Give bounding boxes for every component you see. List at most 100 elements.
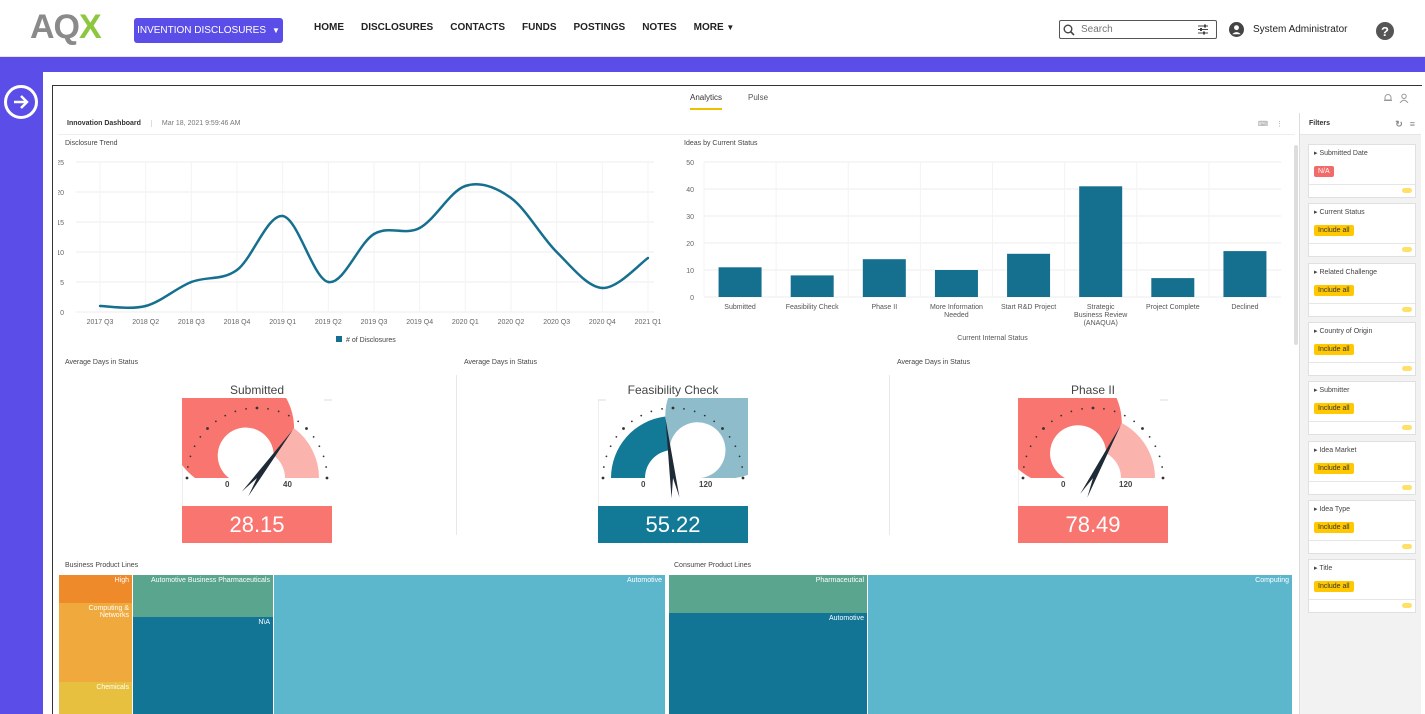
tab-analytics[interactable]: Analytics bbox=[690, 93, 723, 110]
tm-computing-networks[interactable]: Computing & Networks bbox=[59, 603, 132, 682]
refresh-icon[interactable]: ↻ bbox=[1395, 119, 1403, 129]
nav-more[interactable]: MORE ▼ bbox=[694, 22, 735, 33]
filter-chip[interactable]: N/A bbox=[1314, 166, 1334, 177]
tm-high[interactable]: High bbox=[59, 575, 132, 603]
dashboard-header: Innovation Dashboard Mar 18, 2021 9:59:4… bbox=[58, 113, 1295, 135]
tm-automotive[interactable]: Automotive bbox=[273, 575, 665, 714]
filter-card[interactable]: ▸ Submitter Include all bbox=[1308, 381, 1416, 436]
filter-toggle[interactable] bbox=[1402, 484, 1412, 490]
data-point bbox=[601, 286, 604, 290]
gauge-dial bbox=[182, 398, 332, 508]
nav-contacts[interactable]: CONTACTS bbox=[450, 22, 506, 33]
y-tick-label: 5 bbox=[60, 280, 64, 287]
x-tick-label: 2020 Q2 bbox=[498, 319, 525, 326]
x-tick-label: 2020 Q3 bbox=[543, 319, 570, 326]
filter-label[interactable]: ▸ Idea Market bbox=[1314, 446, 1357, 454]
gauge-tick bbox=[741, 476, 745, 480]
person-icon[interactable] bbox=[1399, 93, 1409, 103]
help-icon[interactable]: ? bbox=[1376, 22, 1394, 40]
filter-chip[interactable]: Include all bbox=[1314, 403, 1354, 415]
filter-label[interactable]: ▸ Submitter bbox=[1314, 387, 1350, 395]
data-point bbox=[235, 268, 239, 272]
tm-na[interactable]: N\A bbox=[132, 617, 273, 714]
tm-chemicals[interactable]: Chemicals bbox=[59, 682, 132, 714]
search-icon[interactable] bbox=[1063, 24, 1075, 36]
filter-label[interactable]: ▸ Current Status bbox=[1314, 209, 1365, 217]
app-selector-label: INVENTION DISCLOSURES bbox=[137, 25, 266, 36]
gauge-tick bbox=[713, 420, 716, 423]
filter-toggle[interactable] bbox=[1402, 247, 1412, 253]
tm-computing[interactable]: Computing bbox=[867, 575, 1292, 714]
nav-notes[interactable]: NOTES bbox=[642, 22, 677, 33]
filter-label[interactable]: ▸ Related Challenge bbox=[1314, 268, 1378, 276]
app-selector-button[interactable]: INVENTION DISCLOSURES ▼ bbox=[134, 18, 283, 43]
keyboard-icon[interactable]: ⌨ bbox=[1257, 121, 1268, 128]
filter-chip[interactable]: Include all bbox=[1314, 581, 1354, 593]
filter-card[interactable]: ▸ Idea Market Include all bbox=[1308, 440, 1416, 495]
filter-card[interactable]: ▸ Related Challenge Include all bbox=[1308, 262, 1416, 317]
filter-label[interactable]: ▸ Idea Type bbox=[1314, 505, 1351, 513]
dashboard-date: Mar 18, 2021 9:59:46 AM bbox=[161, 120, 241, 127]
nav-postings[interactable]: POSTINGS bbox=[573, 22, 626, 33]
x-tick-label: 2021 Q1 bbox=[635, 319, 662, 326]
user-avatar-icon bbox=[1229, 22, 1244, 37]
nav-home[interactable]: HOME bbox=[314, 22, 344, 33]
gauge-tick bbox=[1161, 466, 1164, 468]
gauge-min: 0 bbox=[641, 480, 646, 489]
gauge-phase-ii: Phase II 0 120 78.49 bbox=[1018, 383, 1168, 553]
divider bbox=[1309, 302, 1415, 304]
filter-chip[interactable]: Include all bbox=[1314, 462, 1354, 474]
bell-icon[interactable] bbox=[1383, 93, 1393, 103]
gauge-tick bbox=[267, 407, 269, 410]
gauge-dial bbox=[598, 398, 748, 508]
x-tick-label: Strategic bbox=[1087, 304, 1115, 311]
filter-label[interactable]: ▸ Title bbox=[1314, 565, 1333, 573]
filter-toggle[interactable] bbox=[1402, 365, 1412, 371]
tm-consumer-automotive[interactable]: Automotive bbox=[669, 613, 867, 714]
filter-chip[interactable]: Include all bbox=[1314, 343, 1354, 355]
gauge-tick bbox=[622, 427, 625, 430]
filter-card[interactable]: ▸ Submitted Date N/A bbox=[1308, 144, 1416, 198]
bar bbox=[1079, 186, 1123, 297]
filter-card[interactable]: ▸ Country of Origin Include all bbox=[1308, 321, 1416, 376]
filter-toggle[interactable] bbox=[1402, 543, 1412, 549]
gauge-tick bbox=[1113, 410, 1116, 413]
filter-card[interactable]: ▸ Idea Type Include all bbox=[1308, 499, 1416, 554]
avg-days-title-3: Average Days in Status bbox=[897, 359, 971, 366]
tab-pulse[interactable]: Pulse bbox=[748, 93, 769, 102]
filter-sliders-icon[interactable] bbox=[1197, 24, 1209, 35]
tm-automotive-business-pharma[interactable]: Automotive Business Pharmaceuticals bbox=[132, 575, 273, 617]
filter-card[interactable]: ▸ Current Status Include all bbox=[1308, 203, 1416, 258]
filter-toggle[interactable] bbox=[1402, 306, 1412, 312]
tm-pharmaceutical[interactable]: Pharmaceutical bbox=[669, 575, 867, 613]
filter-toggle[interactable] bbox=[1402, 188, 1412, 193]
gauge-value: 55.22 bbox=[598, 506, 748, 543]
filter-chip[interactable]: Include all bbox=[1314, 225, 1354, 237]
filter-toggle[interactable] bbox=[1402, 603, 1412, 609]
filter-toggle[interactable] bbox=[1402, 425, 1412, 431]
search-input[interactable] bbox=[1081, 24, 1193, 35]
gauge-tick bbox=[234, 410, 237, 413]
x-tick-label: More Information bbox=[930, 304, 983, 311]
aqx-logo[interactable]: AQX bbox=[30, 8, 102, 46]
user-menu[interactable]: System Administrator bbox=[1229, 22, 1347, 37]
more-vertical-icon[interactable]: ⋮ bbox=[1276, 121, 1283, 128]
bar bbox=[718, 267, 762, 297]
nav-funds[interactable]: FUNDS bbox=[522, 22, 557, 33]
gauge-tick bbox=[1029, 445, 1032, 448]
filter-chip[interactable]: Include all bbox=[1314, 284, 1354, 296]
gauge-min: 0 bbox=[225, 480, 230, 489]
gauge-tick bbox=[703, 414, 706, 417]
filter-chip[interactable]: Include all bbox=[1314, 521, 1354, 533]
business-treemap: High Computing & Networks Chemicals Auto… bbox=[59, 575, 665, 714]
nav-disclosures[interactable]: DISCLOSURES bbox=[361, 22, 434, 33]
filter-label[interactable]: ▸ Submitted Date bbox=[1314, 150, 1368, 157]
filters-header: Filters ↻ ≡ bbox=[1300, 113, 1421, 135]
data-point bbox=[327, 280, 330, 284]
filter-card[interactable]: ▸ Title Include all bbox=[1308, 559, 1416, 614]
menu-icon[interactable]: ≡ bbox=[1409, 119, 1415, 129]
expand-arrow-icon[interactable] bbox=[4, 85, 38, 119]
filter-label[interactable]: ▸ Country of Origin bbox=[1314, 327, 1373, 335]
data-point bbox=[144, 304, 147, 308]
scrollbar[interactable] bbox=[1294, 145, 1298, 345]
